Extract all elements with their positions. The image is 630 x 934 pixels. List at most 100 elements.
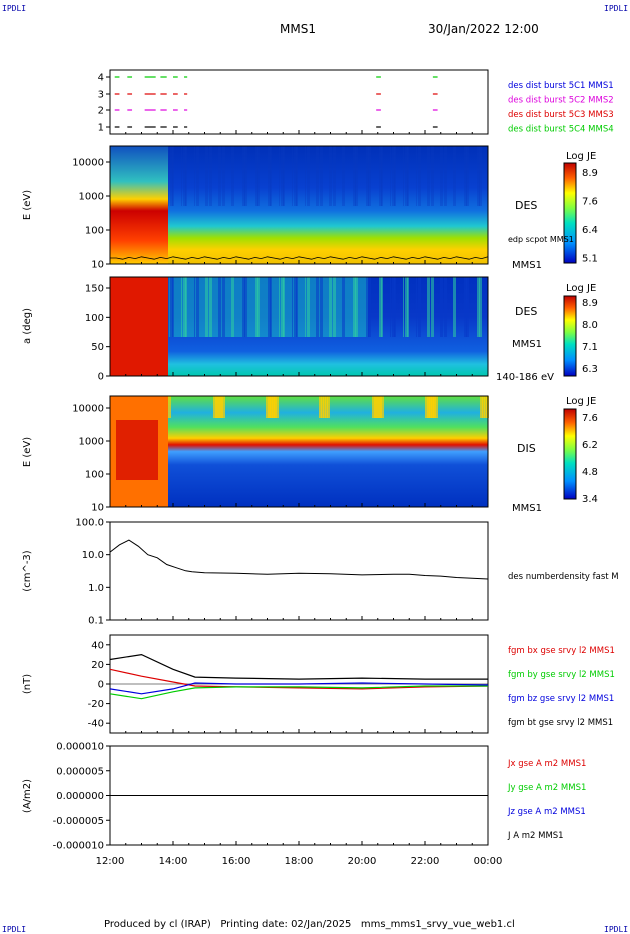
burst-legend-1: des dist burst 5C2 MMS2 [508,96,614,106]
des-energy-texture-stripe-9 [181,146,182,206]
datetime-title: 30/Jan/2022 12:00 [428,22,539,36]
des-energy-texture-stripe-33 [429,146,430,206]
des-pitch-label-energy: 140-186 eV [496,372,554,383]
pitch-texture-stripe-0 [168,277,169,337]
des-energy-texture-stripe-60 [468,146,469,206]
x-tick-label-5: 22:00 [411,856,440,867]
des-energy-texture-stripe-18 [194,146,195,206]
pitch-texture-stripe-32 [392,277,395,337]
burst-legend-0: des dist burst 5C1 MMS1 [508,81,614,91]
burst-ytick-label-0: 1 [98,123,104,134]
fgm-ylabel: (nT) [22,674,33,694]
des-energy-texture-stripe-57 [357,146,358,206]
dis-energy-texture-stripe-24 [480,396,483,418]
current-ytick-label-3: 0.000005 [56,766,104,777]
density-ytick-label-1: 1.0 [88,583,104,594]
pitch-texture-stripe-12 [292,277,293,337]
dis-energy-ylabel: E (eV) [22,437,33,467]
pitch-texture-stripe-34 [466,277,468,337]
des-pitch-ytick-label-2: 100 [85,313,104,324]
pitch-texture-stripe-27 [207,277,208,337]
dis-energy-texture-stripe-29 [425,396,430,418]
pitch-texture-stripe-60 [468,277,469,337]
corner-label-bottom-left: IPDLI [2,925,27,934]
des-energy-texture-stripe-48 [344,146,345,206]
pitch-texture-stripe-55 [283,277,285,337]
dis-energy-colorbar-tick-2: 4.8 [582,467,598,478]
dis-energy-label-dis: DIS [517,442,536,455]
des-energy-texture-stripe-45 [233,146,234,206]
density-ytick-label-3: 100.0 [75,518,104,529]
des-energy-scpot-line [110,256,489,260]
density-ylabel: (cm^-3) [22,550,33,591]
dis-energy-texture-stripe-15 [323,396,326,418]
pitch-texture-stripe-62 [222,277,225,337]
des-energy-texture-stripe-52 [172,146,174,206]
pitch-texture-stripe-6 [390,277,391,337]
des-energy-texture-stripe-13 [329,146,331,206]
des-energy-texture-stripe-11 [255,146,258,206]
pitch-texture-stripe-22 [342,277,344,337]
des-energy-texture-stripe-65 [333,146,336,206]
des-energy-texture-stripe-67 [407,146,409,206]
pitch-texture-stripe-18 [194,277,195,337]
pitch-texture-stripe-24 [416,277,417,337]
dis-energy-colorbar-tick-0: 7.6 [582,413,598,424]
corner-label-top-left: IPDLI [2,4,27,13]
pitch-texture-stripe-41 [405,277,408,337]
pitch-texture-stripe-68 [444,277,447,337]
density-series-line [109,539,489,580]
dis-energy-ytick-label-2: 1000 [79,437,104,448]
des-energy-label-des: DES [515,199,537,212]
des-energy-texture-stripe-34 [466,146,468,206]
pitch-texture-stripe-17 [477,277,480,337]
dis-energy-label-mms1: MMS1 [512,503,542,514]
des-energy-texture-stripe-62 [222,146,225,206]
burst-ytick-label-1: 2 [98,106,104,117]
current-legend-3: J A m2 MMS1 [507,831,564,841]
pitch-texture-stripe-43 [479,277,481,337]
dis-energy-colorbar-tick-1: 6.2 [582,440,598,451]
des-energy-texture-stripe-30 [318,146,319,206]
pitch-texture-stripe-38 [294,277,297,337]
fgm-ytick-label-1: -20 [88,699,104,710]
des-energy-texture-stripe-61 [185,146,187,206]
dis-energy-texture-stripe-21 [321,396,324,418]
des-energy-ytick-label-1: 100 [85,226,104,237]
pitch-texture-stripe-44 [196,277,199,337]
pitch-texture-stripe-54 [246,277,247,337]
des-energy-texture-stripe-22 [342,146,344,206]
des-pitch-colorbar-tick-1: 8.0 [582,320,598,331]
pitch-texture-stripe-52 [172,277,174,337]
des-energy-texture-stripe-41 [405,146,408,206]
pitch-texture-stripe-67 [407,277,409,337]
burst-legend-2: des dist burst 5C3 MMS3 [508,110,614,120]
pitch-texture-stripe-26 [170,277,173,337]
pitch-texture-stripe-31 [355,277,357,337]
pitch-texture-stripe-57 [357,277,358,337]
des-energy-texture-stripe-17 [477,146,480,206]
des-energy-texture-stripe-8 [464,146,467,206]
pitch-texture-stripe-64 [296,277,298,337]
des-energy-texture-stripe-16 [440,146,442,206]
dis-energy-ytick-label-3: 10000 [72,404,104,415]
pitch-texture-stripe-45 [233,277,234,337]
des-energy-texture-stripe-31 [355,146,357,206]
spacecraft-title: MMS1 [280,22,316,36]
des-energy-texture-stripe-14 [366,146,369,206]
pitch-texture-stripe-14 [366,277,369,337]
pitch-texture-stripe-23 [379,277,382,337]
pitch-texture-stripe-42 [442,277,443,337]
des-energy-texture-stripe-0 [168,146,169,206]
des-energy-texture-stripe-63 [259,146,260,206]
dis-energy-texture-stripe-0 [168,396,171,418]
pitch-texture-stripe-66 [370,277,371,337]
burst-ytick-label-2: 3 [98,90,104,101]
des-energy-label-mms1: MMS1 [512,260,542,271]
pitch-texture-stripe-40 [368,277,370,337]
des-energy-texture-stripe-50 [418,146,421,206]
pitch-texture-stripe-4 [316,277,318,337]
des-pitch-label-mms1: MMS1 [512,339,542,350]
burst-panel-frame [109,69,489,135]
